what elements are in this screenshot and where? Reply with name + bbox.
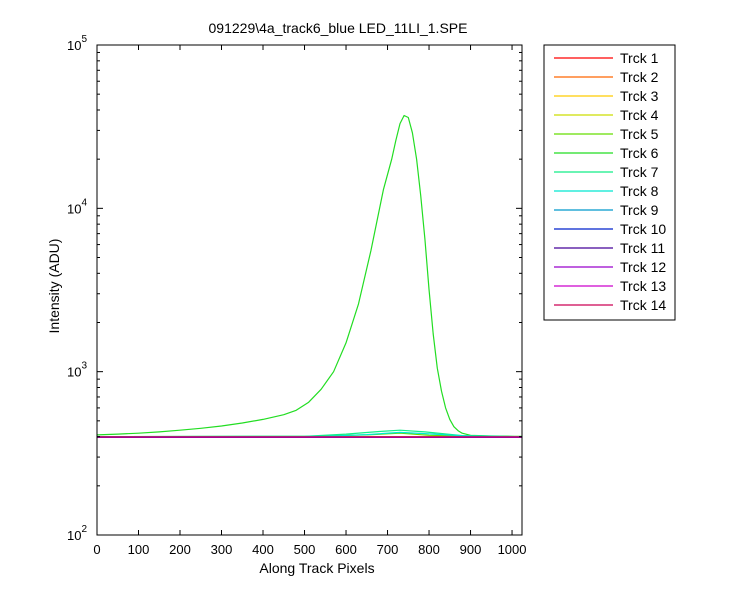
x-tick-label: 900 <box>460 542 482 557</box>
legend-label: Trck 9 <box>620 202 659 218</box>
legend-label: Trck 13 <box>620 278 666 294</box>
legend-label: Trck 1 <box>620 50 659 66</box>
legend-label: Trck 2 <box>620 69 659 85</box>
legend-label: Trck 14 <box>620 297 666 313</box>
y-tick-label: 103 <box>67 361 87 380</box>
y-tick-exponent: 3 <box>81 361 87 372</box>
x-tick-label: 500 <box>294 542 316 557</box>
y-tick-label: 104 <box>67 197 87 216</box>
y-tick-exponent: 4 <box>81 197 87 208</box>
legend-label: Trck 3 <box>620 88 659 104</box>
x-tick-label: 1000 <box>498 542 527 557</box>
legend-label: Trck 6 <box>620 145 659 161</box>
x-tick-label: 600 <box>335 542 357 557</box>
y-tick-label: 102 <box>67 524 87 543</box>
y-tick-exponent: 5 <box>81 34 87 45</box>
x-tick-label: 700 <box>377 542 399 557</box>
legend-label: Trck 10 <box>620 221 666 237</box>
legend-label: Trck 11 <box>620 240 665 256</box>
chart-title: 091229\4a_track6_blue LED_11LI_1.SPE <box>209 20 468 36</box>
legend-label: Trck 7 <box>620 164 659 180</box>
plot-area <box>96 44 523 536</box>
x-tick-label: 400 <box>252 542 274 557</box>
plot-frame <box>96 44 523 536</box>
legend: Trck 1 Trck 2 Trck 3 Trck 4 Trck 5 Trck 6 Trck… <box>543 44 676 321</box>
x-tick-label: 800 <box>418 542 440 557</box>
x-axis-label: Along Track Pixels <box>259 560 374 576</box>
x-tick-label: 300 <box>211 542 233 557</box>
y-tick-label: 105 <box>67 34 87 53</box>
series-line-6 <box>97 114 522 437</box>
x-tick-label: 0 <box>93 542 100 557</box>
y-tick-base: 10 <box>67 201 81 216</box>
legend-label: Trck 4 <box>620 107 659 123</box>
legend-box <box>543 44 676 321</box>
y-axis-label: Intensity (ADU) <box>46 239 62 334</box>
y-tick-base: 10 <box>67 365 81 380</box>
legend-label: Trck 12 <box>620 259 666 275</box>
y-tick-base: 10 <box>67 38 81 53</box>
x-tick-label: 200 <box>169 542 191 557</box>
legend-label: Trck 5 <box>620 126 659 142</box>
x-ticks: 0 100 200 300 400 500 600 700 800 900 1000 <box>93 45 527 557</box>
y-tick-exponent: 2 <box>81 524 87 535</box>
x-tick-label: 100 <box>128 542 150 557</box>
legend-label: Trck 8 <box>620 183 659 199</box>
y-tick-base: 10 <box>67 528 81 543</box>
series-layer <box>97 114 522 438</box>
